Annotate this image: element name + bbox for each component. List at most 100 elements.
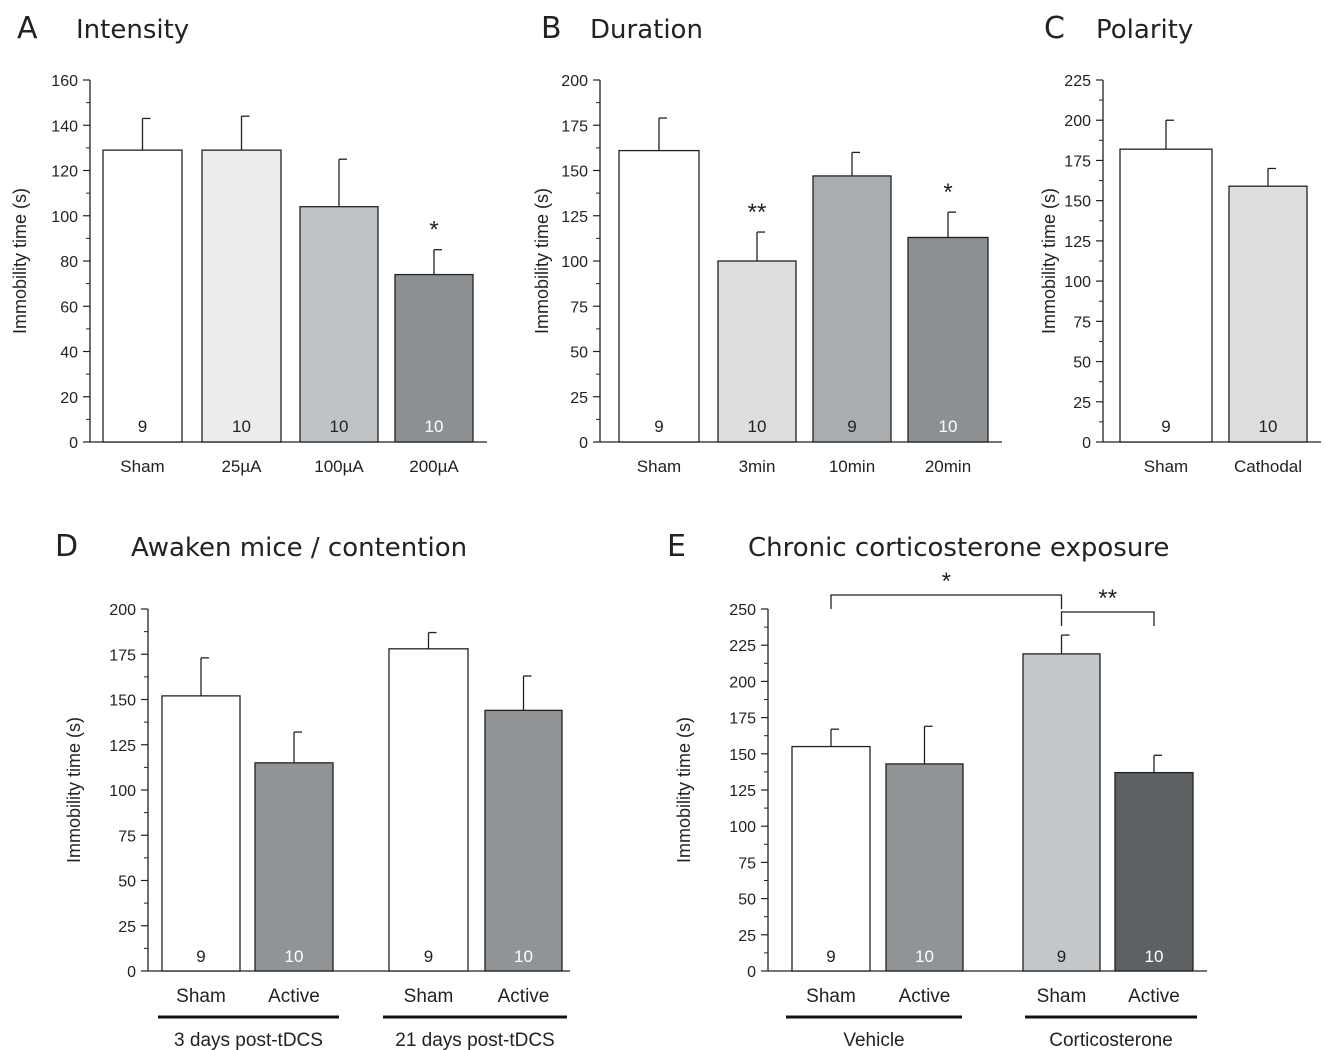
y-tick-label-E: 0 xyxy=(747,964,756,981)
y-tick-label-C: 200 xyxy=(1064,113,1091,130)
y-tick-label-D: 150 xyxy=(109,693,136,710)
y-axis-label-D: Immobility time (s) xyxy=(64,717,84,863)
y-tick-label-B: 125 xyxy=(561,209,588,226)
panel-letter-E: E xyxy=(667,529,686,564)
n-label-E: 10 xyxy=(1145,947,1164,966)
n-label-D: 10 xyxy=(285,947,304,966)
y-tick-label-B: 175 xyxy=(561,118,588,135)
bar-E xyxy=(1114,771,1194,972)
group-label-E: Corticosterone xyxy=(1049,1030,1173,1050)
bar-D xyxy=(484,709,563,972)
category-label-C: Sham xyxy=(1144,457,1188,476)
panel-title-A: Intensity xyxy=(76,15,189,45)
y-tick-label-A: 120 xyxy=(51,164,78,181)
y-tick-label-E: 175 xyxy=(729,711,756,728)
y-tick-label-A: 40 xyxy=(60,345,78,362)
significance-marker-B: ** xyxy=(748,199,767,226)
y-tick-label-C: 0 xyxy=(1082,435,1091,452)
y-tick-label-E: 25 xyxy=(738,928,756,945)
y-tick-label-C: 75 xyxy=(1073,314,1091,331)
bar-A xyxy=(201,149,282,443)
y-tick-label-A: 140 xyxy=(51,118,78,135)
bracket-label-E: * xyxy=(942,568,951,595)
bar-D xyxy=(254,762,334,972)
n-label-D: 10 xyxy=(514,947,533,966)
bracket-label-E: ** xyxy=(1098,585,1117,612)
y-tick-label-A: 80 xyxy=(60,254,78,271)
y-tick-label-E: 200 xyxy=(729,674,756,691)
category-label-C: Cathodal xyxy=(1234,457,1302,476)
n-label-B: 9 xyxy=(654,417,663,436)
y-axis-label-E: Immobility time (s) xyxy=(674,717,694,863)
category-label-E: Sham xyxy=(1037,986,1087,1007)
category-label-B: Sham xyxy=(637,457,681,476)
y-tick-label-B: 0 xyxy=(579,435,588,452)
significance-marker-B: * xyxy=(943,179,952,206)
y-tick-label-C: 125 xyxy=(1064,234,1091,251)
y-tick-label-B: 100 xyxy=(561,254,588,271)
y-axis-label-A: Immobility time (s) xyxy=(10,188,30,334)
category-label-E: Active xyxy=(899,986,951,1007)
panel-title-B: Duration xyxy=(590,15,703,45)
y-tick-label-D: 0 xyxy=(127,964,136,981)
y-tick-label-E: 125 xyxy=(729,783,756,800)
significance-bracket-E xyxy=(1060,611,1155,626)
y-tick-label-A: 0 xyxy=(69,435,78,452)
y-tick-label-B: 200 xyxy=(561,73,588,90)
panel-title-E: Chronic corticosterone exposure xyxy=(748,533,1169,563)
n-label-B: 10 xyxy=(748,417,767,436)
bar-A xyxy=(299,206,379,443)
y-tick-label-C: 50 xyxy=(1073,355,1091,372)
category-label-A: 200µA xyxy=(409,457,459,476)
category-label-A: Sham xyxy=(120,457,164,476)
category-label-E: Active xyxy=(1128,986,1180,1007)
group-label-D: 21 days post-tDCS xyxy=(395,1030,554,1050)
panel-letter-B: B xyxy=(541,11,562,46)
y-tick-label-D: 100 xyxy=(109,783,136,800)
bar-E xyxy=(885,763,964,972)
bar-D xyxy=(161,695,241,972)
n-label-C: 10 xyxy=(1259,417,1278,436)
y-tick-label-C: 25 xyxy=(1073,395,1091,412)
category-label-B: 20min xyxy=(925,457,971,476)
bar-B xyxy=(907,236,989,443)
n-label-C: 9 xyxy=(1161,417,1170,436)
n-label-A: 9 xyxy=(138,417,147,436)
y-tick-label-C: 175 xyxy=(1064,153,1091,170)
y-tick-label-E: 100 xyxy=(729,819,756,836)
y-tick-label-A: 60 xyxy=(60,299,78,316)
bar-E xyxy=(1022,653,1101,972)
y-tick-label-D: 25 xyxy=(118,919,136,936)
y-tick-label-B: 150 xyxy=(561,164,588,181)
category-label-B: 10min xyxy=(829,457,875,476)
panel-title-D: Awaken mice / contention xyxy=(131,533,467,563)
bar-A xyxy=(102,149,183,443)
panel-letter-C: C xyxy=(1044,11,1065,46)
bar-B xyxy=(812,175,892,443)
y-tick-label-E: 75 xyxy=(738,855,756,872)
y-tick-label-D: 125 xyxy=(109,738,136,755)
bar-B xyxy=(717,260,797,443)
bar-C xyxy=(1228,185,1308,443)
y-tick-label-E: 150 xyxy=(729,747,756,764)
bar-B xyxy=(618,149,700,443)
n-label-A: 10 xyxy=(330,417,349,436)
n-label-B: 9 xyxy=(847,417,856,436)
y-axis-label-B: Immobility time (s) xyxy=(532,188,552,334)
category-label-D: Sham xyxy=(404,986,454,1007)
y-tick-label-B: 75 xyxy=(570,299,588,316)
bar-E xyxy=(791,745,871,972)
y-tick-label-C: 225 xyxy=(1064,73,1091,90)
y-tick-label-B: 50 xyxy=(570,345,588,362)
n-label-B: 10 xyxy=(939,417,958,436)
n-label-E: 9 xyxy=(1057,947,1066,966)
n-label-E: 10 xyxy=(915,947,934,966)
y-tick-label-B: 25 xyxy=(570,390,588,407)
panel-letter-A: A xyxy=(17,11,38,46)
significance-marker-A: * xyxy=(429,217,438,244)
category-label-D: Active xyxy=(268,986,320,1007)
y-tick-label-D: 175 xyxy=(109,647,136,664)
y-tick-label-D: 200 xyxy=(109,602,136,619)
category-label-D: Active xyxy=(498,986,550,1007)
